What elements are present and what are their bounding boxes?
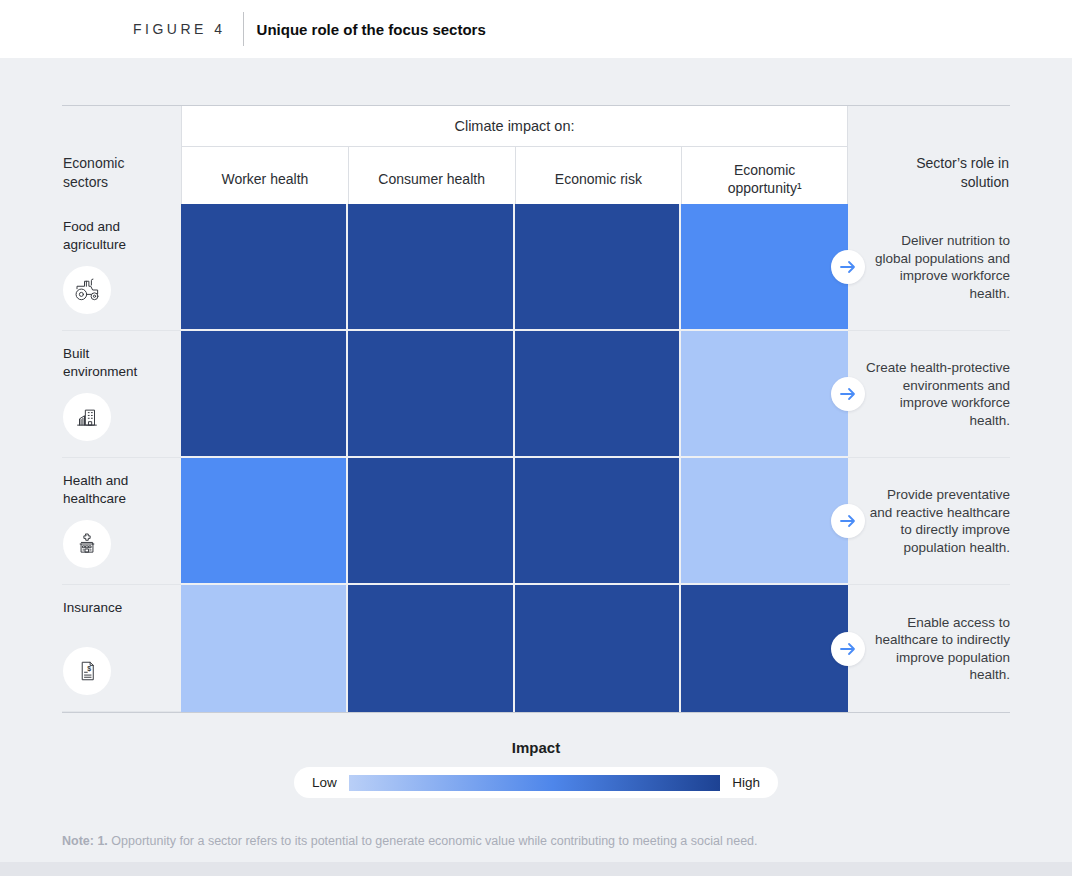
- footnote: Note: 1. Opportunity for a sector refers…: [62, 834, 1072, 848]
- legend-title: Impact: [62, 739, 1010, 756]
- arrow-right-icon[interactable]: [831, 632, 865, 666]
- legend-low-label: Low: [312, 775, 337, 790]
- cell-built-economic-opportunity: [681, 331, 848, 458]
- cell-food-economic-risk: [515, 204, 682, 331]
- sector-role-header: Sector’s role in solution: [848, 106, 1010, 204]
- sector-name: Food and agriculture: [63, 219, 126, 252]
- invoice-icon: $: [63, 647, 111, 695]
- impact-matrix: Economic sectors Climate impact on: Sect…: [62, 105, 1010, 713]
- cell-insurance-economic-opportunity: [681, 585, 848, 712]
- sector-name: Insurance: [63, 600, 122, 615]
- footnote-text: Opportunity for a sector refers to its p…: [108, 834, 758, 848]
- column-header-economic-risk: Economic risk: [515, 146, 682, 204]
- cell-insurance-worker-health: [181, 585, 348, 712]
- climate-impact-group-header: Climate impact on:: [181, 106, 848, 146]
- figure-body: Economic sectors Climate impact on: Sect…: [0, 58, 1072, 848]
- column-header-economic-opportunity: Economic opportunity¹: [681, 146, 848, 204]
- cell-health-economic-opportunity: [681, 458, 848, 585]
- legend-gradient-bar: [349, 775, 720, 791]
- sector-role-food: Deliver nutrition to global populations …: [848, 204, 1010, 331]
- figure-title: Unique role of the focus sectors: [257, 21, 486, 38]
- legend-high-label: High: [732, 775, 760, 790]
- figure-header: FIGURE 4 Unique role of the focus sector…: [0, 0, 1072, 58]
- cell-food-consumer-health: [348, 204, 515, 331]
- arrow-right-icon[interactable]: [831, 504, 865, 538]
- sector-role-health: Provide preventative and reactive health…: [848, 458, 1010, 585]
- cell-food-worker-health: [181, 204, 348, 331]
- tractor-icon: [63, 266, 111, 314]
- sector-role-insurance: Enable access to healthcare to indirectl…: [848, 585, 1010, 712]
- impact-legend: Impact Low High: [62, 739, 1010, 798]
- legend-scale: Low High: [294, 767, 778, 798]
- cell-built-consumer-health: [348, 331, 515, 458]
- building-icon: [63, 393, 111, 441]
- footnote-prefix: Note: 1.: [62, 834, 108, 848]
- row-group-header: Economic sectors: [62, 106, 181, 204]
- sector-role-built: Create health-protective environments an…: [848, 331, 1010, 458]
- sector-label-food-agriculture: Food and agriculture: [62, 204, 181, 331]
- arrow-right-icon[interactable]: [831, 250, 865, 284]
- cell-built-economic-risk: [515, 331, 682, 458]
- svg-text:$: $: [87, 665, 91, 673]
- hospital-icon: [63, 520, 111, 568]
- arrow-right-icon[interactable]: [831, 377, 865, 411]
- cell-built-worker-health: [181, 331, 348, 458]
- cell-insurance-economic-risk: [515, 585, 682, 712]
- cell-health-worker-health: [181, 458, 348, 585]
- cell-insurance-consumer-health: [348, 585, 515, 712]
- cell-food-economic-opportunity: [681, 204, 848, 331]
- sector-label-insurance: Insurance $: [62, 585, 181, 712]
- cell-health-economic-risk: [515, 458, 682, 585]
- page-bottom-strip: [0, 862, 1072, 876]
- figure-number: FIGURE 4: [133, 21, 226, 37]
- sector-name: Built environment: [63, 346, 137, 379]
- cell-health-consumer-health: [348, 458, 515, 585]
- sector-label-health-healthcare: Health and healthcare: [62, 458, 181, 585]
- column-header-consumer-health: Consumer health: [348, 146, 515, 204]
- sector-label-built-environment: Built environment: [62, 331, 181, 458]
- header-divider: [243, 12, 244, 46]
- sector-name: Health and healthcare: [63, 473, 128, 506]
- column-header-worker-health: Worker health: [181, 146, 348, 204]
